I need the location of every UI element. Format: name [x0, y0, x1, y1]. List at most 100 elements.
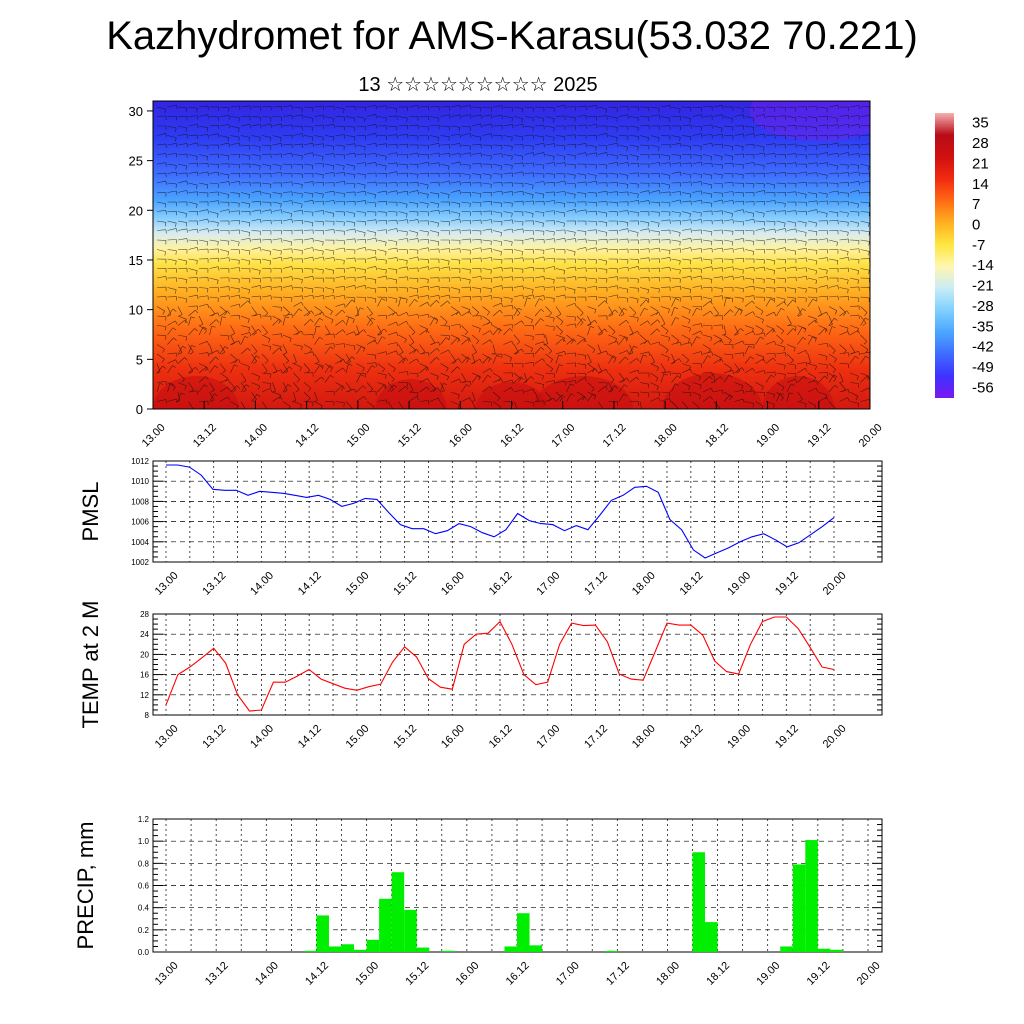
wind-barb-flag	[259, 155, 261, 160]
wind-barb	[272, 249, 282, 251]
wind-barb	[555, 315, 564, 322]
wind-barb-flag	[554, 238, 556, 243]
wind-barb-flag	[291, 285, 293, 290]
wind-barb-flag	[230, 342, 235, 346]
wind-barb-flag	[814, 319, 818, 324]
wind-barb-flag	[227, 386, 230, 391]
wind-barb	[408, 372, 419, 374]
wind-barb	[734, 133, 744, 136]
wind-barb	[461, 296, 471, 298]
wind-barb	[503, 135, 513, 138]
wind-barb	[398, 311, 407, 317]
wind-barb-flag	[480, 247, 482, 252]
wind-barb	[660, 143, 670, 146]
wind-barb-flag	[396, 152, 398, 157]
wind-barb-flag	[184, 357, 188, 361]
y-tick-label: 12	[140, 691, 149, 700]
wind-barb	[419, 363, 428, 368]
wind-barb	[692, 219, 702, 222]
wind-barb	[482, 106, 492, 109]
wind-barb	[849, 382, 859, 384]
wind-barb	[650, 114, 660, 117]
wind-barb-flag	[280, 165, 282, 170]
wind-barb	[786, 378, 796, 383]
wind-barb-flag	[762, 147, 765, 152]
wind-barb	[744, 277, 754, 280]
wind-barb	[723, 369, 733, 374]
wind-barb-flag	[375, 124, 377, 129]
wind-barb	[345, 228, 355, 231]
wind-barb	[555, 364, 560, 374]
wind-barb-flag	[260, 219, 262, 224]
wind-barb	[828, 285, 838, 288]
x-tick-label: 14.12	[303, 960, 331, 988]
precip-bar	[817, 948, 831, 952]
wind-barb-flag	[585, 143, 587, 148]
wind-barb	[702, 300, 711, 307]
wind-barb	[293, 301, 302, 307]
wind-barb	[702, 201, 712, 204]
colorbar-label: 35	[972, 115, 989, 132]
wind-barb-flag	[587, 361, 592, 365]
wind-barb	[251, 268, 261, 271]
wind-barb-flag	[837, 212, 839, 217]
wind-barb-flag	[732, 219, 734, 224]
wind-barb-flag	[333, 136, 335, 141]
wind-barb	[629, 345, 634, 355]
wind-barb	[534, 391, 539, 401]
wind-barb-flag	[826, 175, 828, 180]
wind-barb	[618, 228, 628, 231]
wind-barb-flag	[280, 250, 282, 255]
wind-barb-flag	[210, 389, 215, 393]
wind-barb-flag	[312, 238, 314, 243]
wind-barb	[324, 306, 333, 312]
wind-barb-flag	[763, 114, 766, 119]
wind-barb	[545, 230, 555, 233]
wind-barb	[366, 123, 376, 127]
wind-barb	[482, 356, 489, 364]
y-tick-label: 1006	[131, 518, 149, 527]
wind-barb	[177, 163, 187, 167]
wind-barb-flag	[620, 313, 625, 317]
wind-barb	[461, 306, 471, 310]
precip-bar	[391, 872, 405, 952]
wind-barb-flag	[689, 193, 692, 199]
x-tick-label: 15.12	[391, 570, 419, 598]
wind-barb	[293, 201, 303, 205]
wind-barb	[597, 106, 607, 110]
wind-barb	[797, 391, 803, 400]
wind-barb	[209, 229, 219, 231]
wind-barb	[461, 229, 471, 231]
wind-barb	[156, 334, 166, 337]
wind-barb	[219, 106, 229, 109]
wind-barb	[828, 317, 835, 326]
wind-barb-flag	[205, 367, 209, 371]
wind-barb-flag	[385, 156, 387, 161]
wind-barb-flag	[459, 181, 461, 186]
wind-barb	[219, 372, 228, 379]
colorbar-label: -35	[972, 318, 994, 335]
wind-barb	[503, 116, 513, 118]
wind-barb	[366, 266, 376, 269]
wind-barb	[398, 211, 408, 214]
wind-barb-flag	[857, 279, 860, 285]
wind-barb-flag	[322, 312, 325, 316]
wind-barb-flag	[522, 171, 524, 176]
wind-barb-flag	[837, 105, 839, 110]
wind-barb-flag	[248, 203, 251, 208]
wind-barb-flag	[584, 396, 587, 400]
wind-barb-flag	[606, 350, 609, 355]
wind-barb	[293, 277, 303, 280]
wind-barb	[492, 211, 502, 214]
wind-barb-flag	[700, 330, 703, 335]
wind-barb	[387, 106, 397, 109]
wind-barb-flag	[427, 266, 430, 271]
wind-barb-flag	[500, 251, 503, 256]
wind-barb-flag	[395, 312, 399, 316]
wind-barb	[587, 319, 595, 326]
wind-barb	[272, 172, 282, 174]
wind-barb	[828, 172, 839, 174]
wind-barb-flag	[584, 174, 587, 180]
wind-barb-flag	[763, 332, 766, 337]
wind-barb-flag	[281, 209, 283, 214]
